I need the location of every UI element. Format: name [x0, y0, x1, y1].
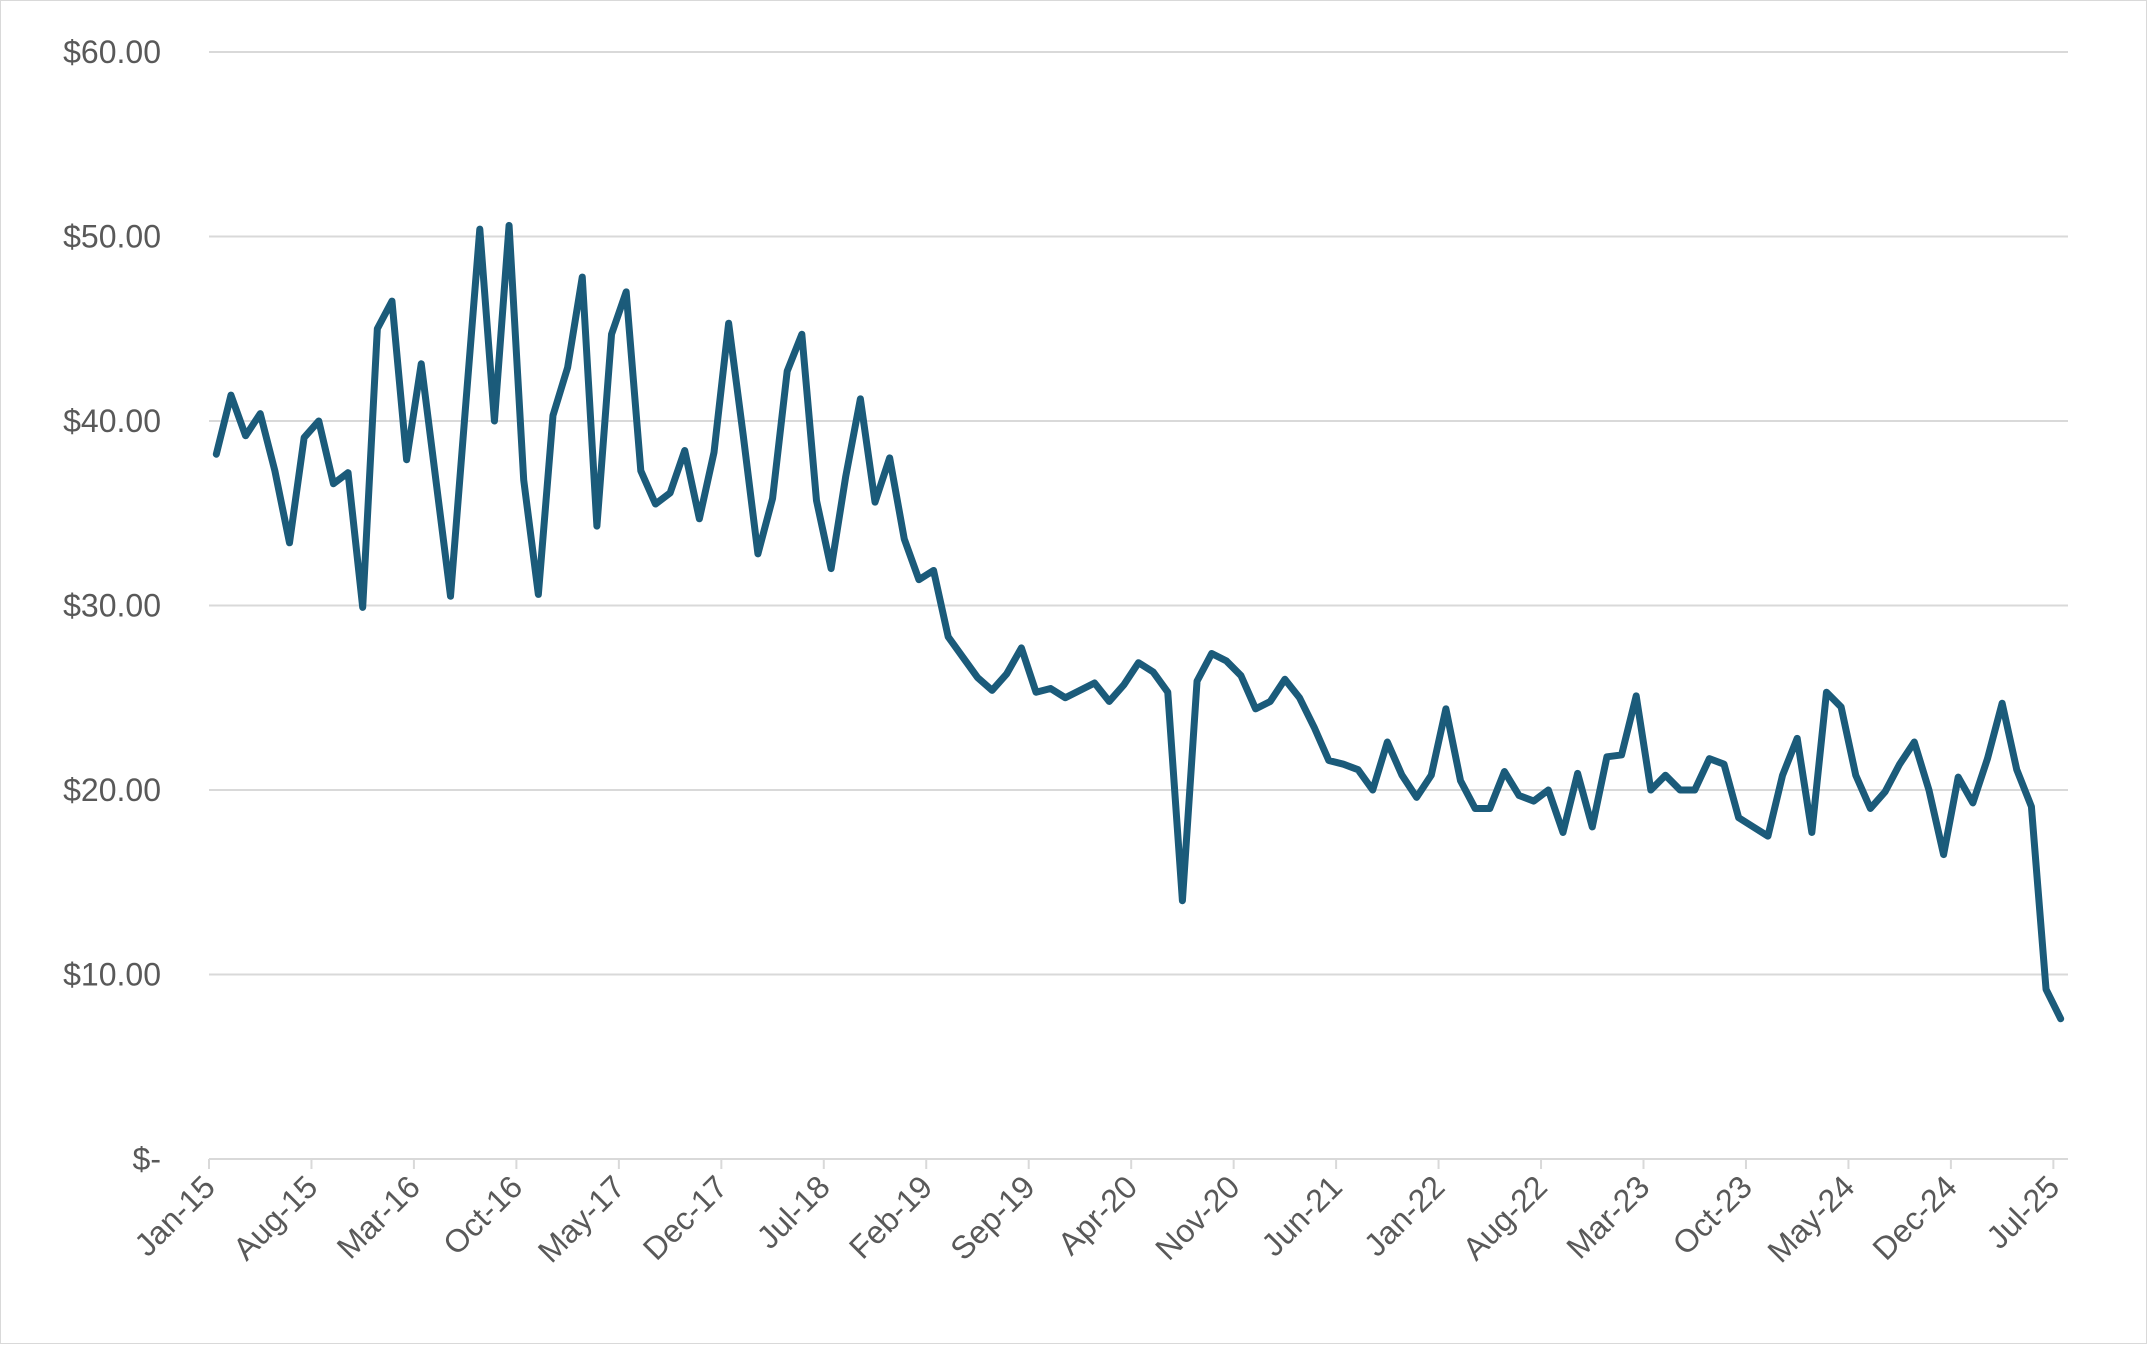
x-tick-label: Apr-20	[1051, 1168, 1144, 1261]
x-tick-label: Nov-20	[1148, 1168, 1246, 1266]
x-tick-label: Dec-17	[636, 1168, 734, 1266]
y-tick-label: $-	[133, 1141, 161, 1177]
x-tick-label: Mar-23	[1559, 1168, 1656, 1265]
x-tick-label: Mar-16	[330, 1168, 427, 1265]
y-tick-label: $30.00	[63, 588, 161, 624]
x-tick-label: Jun-21	[1254, 1168, 1349, 1263]
x-tick-label: Aug-22	[1456, 1168, 1554, 1266]
y-axis-labels: $- $10.00 $20.00 $30.00 $40.00 $50.00 $60.00	[63, 34, 161, 1177]
gridlines	[209, 52, 2068, 975]
x-tick-label: Sep-19	[943, 1168, 1041, 1266]
x-tick-label: Oct-16	[436, 1168, 529, 1261]
x-tick-label: Feb-19	[842, 1168, 939, 1265]
series-line-price	[216, 225, 2060, 1018]
x-tick-label: Jan-22	[1357, 1168, 1452, 1263]
x-tick-label: Jan-15	[127, 1168, 222, 1263]
x-tick-label: Dec-24	[1865, 1168, 1963, 1266]
y-tick-label: $50.00	[63, 219, 161, 255]
x-tick-label: Jul-25	[1979, 1168, 2066, 1255]
y-tick-label: $60.00	[63, 34, 161, 70]
y-tick-label: $10.00	[63, 957, 161, 993]
y-tick-label: $40.00	[63, 403, 161, 439]
x-tick-label: May-24	[1760, 1168, 1861, 1269]
x-tick-label: Aug-15	[226, 1168, 324, 1266]
series-group	[216, 225, 2061, 1019]
x-tick-label: May-17	[531, 1168, 632, 1269]
y-tick-label: $20.00	[63, 772, 161, 808]
x-tick-label: Jul-18	[750, 1168, 837, 1255]
x-tick-label: Oct-23	[1666, 1168, 1759, 1261]
